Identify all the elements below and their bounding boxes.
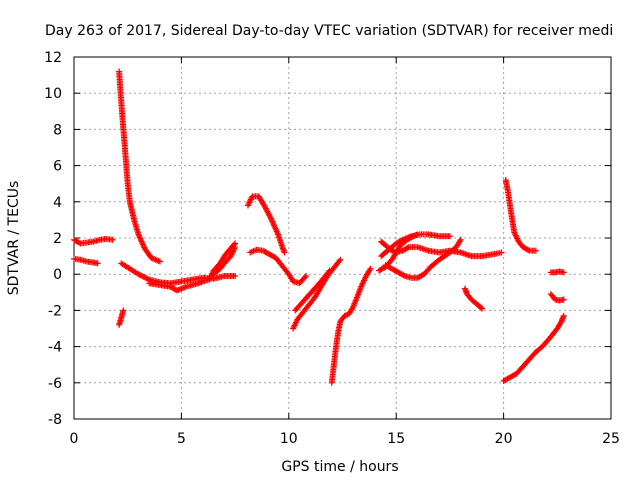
axis-ticks: 0 5 10 15 20 25 -8 -6 -4 -2 0 2 4 6 8 10 12 [44,50,620,447]
data-point [136,271,143,278]
data-point [142,274,149,281]
x-tick-label: 25 [602,431,620,447]
data-point [138,272,145,279]
x-tick-label: 10 [280,431,298,447]
data-point [156,258,163,265]
grid [74,57,611,419]
y-tick-label: -8 [48,412,62,428]
chart-title: Day 263 of 2017, Sidereal Day-to-day VTE… [45,23,613,39]
data-point [139,273,146,280]
data-point [446,233,453,240]
y-tick-label: -6 [48,376,62,392]
x-tick-label: 5 [177,431,186,447]
data-point [337,256,344,263]
data-point [457,236,464,243]
data-point [135,271,142,278]
data-point [336,258,343,265]
y-tick-label: -2 [48,303,62,319]
data-point [109,236,116,243]
data-point [232,273,239,280]
y-tick-label: 12 [44,50,62,66]
y-tick-label: 6 [53,159,62,175]
data-point [478,304,485,311]
data-point [367,265,374,272]
data-point [94,260,101,267]
data-point [560,296,567,303]
data-point [560,312,567,319]
data-point [398,237,405,244]
y-tick-label: -4 [48,340,62,356]
data-point [498,249,505,256]
data-point [525,246,532,253]
y-tick-label: 8 [53,122,62,138]
data-point [479,305,486,312]
x-axis-label: GPS time / hours [281,459,398,475]
data-point [232,244,239,251]
y-tick-label: 0 [53,267,62,283]
data-point [281,249,288,256]
x-tick-label: 20 [495,431,513,447]
y-axis-label: SDTVAR / TECUs [6,181,22,296]
data-point [400,272,407,279]
y-tick-label: 4 [53,195,62,211]
data-point [326,267,333,274]
data-point [325,268,332,275]
data-point [302,273,309,280]
data-point [532,247,539,254]
data-point [144,275,151,282]
y-tick-label: 10 [44,86,62,102]
y-tick-label: 2 [53,231,62,247]
data-point [143,275,150,282]
data-point [404,244,411,251]
data-point [560,269,567,276]
data-point [120,307,127,314]
data-point [301,274,308,281]
x-tick-label: 15 [387,431,405,447]
x-tick-label: 0 [70,431,79,447]
data-points [71,68,567,386]
data-point [140,273,147,280]
